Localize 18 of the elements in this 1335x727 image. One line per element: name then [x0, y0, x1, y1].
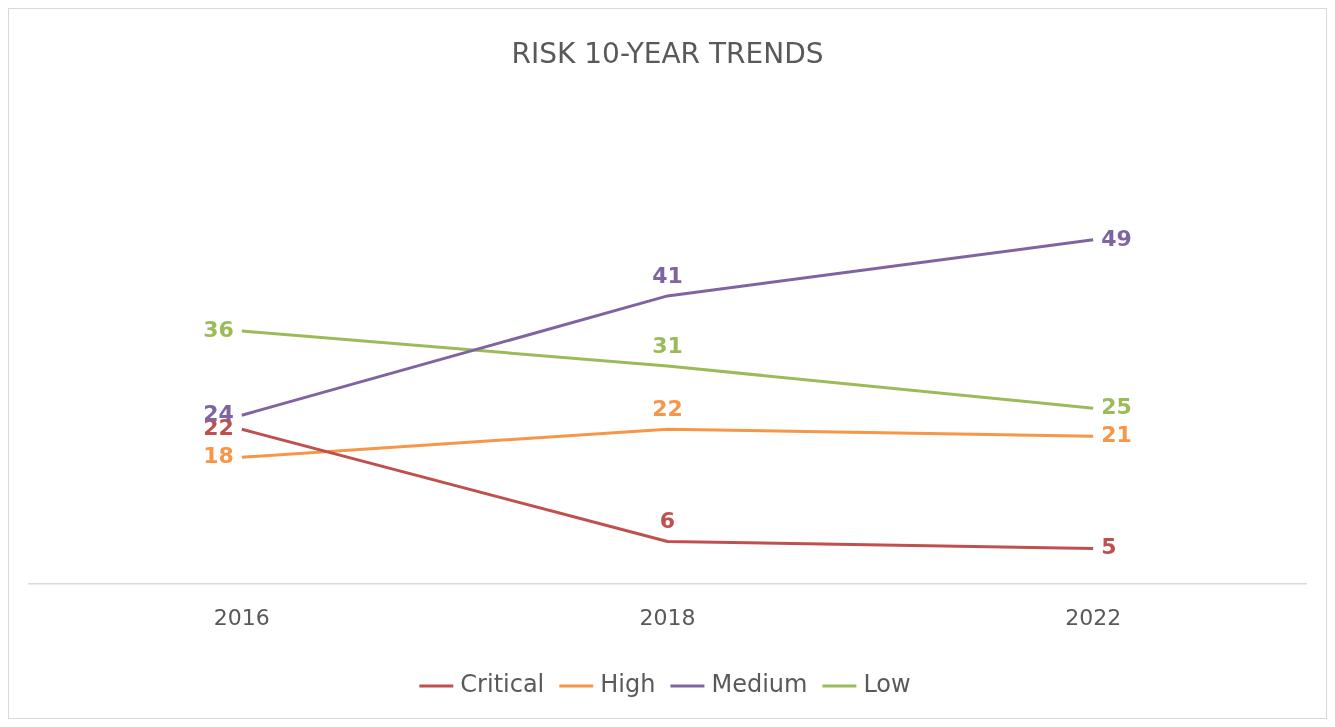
legend-label: Critical	[460, 670, 545, 699]
x-tick-label: 2016	[213, 604, 270, 630]
data-label: 31	[652, 332, 683, 358]
chart-title: RISK 10-YEAR TRENDS	[511, 37, 824, 71]
data-label: 25	[1101, 393, 1132, 419]
data-label: 5	[1101, 534, 1117, 560]
legend-label: Low	[863, 670, 911, 699]
legend-label: Medium	[711, 670, 808, 699]
data-label: 6	[659, 508, 676, 534]
data-label: 36	[203, 316, 234, 342]
data-label: 41	[652, 262, 683, 288]
legend-label: High	[600, 670, 656, 699]
x-tick-label: 2018	[639, 604, 696, 630]
data-label: 49	[1101, 225, 1132, 251]
data-label: 18	[203, 443, 234, 469]
x-tick-label: 2022	[1065, 604, 1122, 630]
data-label: 21	[1101, 421, 1132, 447]
data-label: 22	[652, 395, 683, 421]
